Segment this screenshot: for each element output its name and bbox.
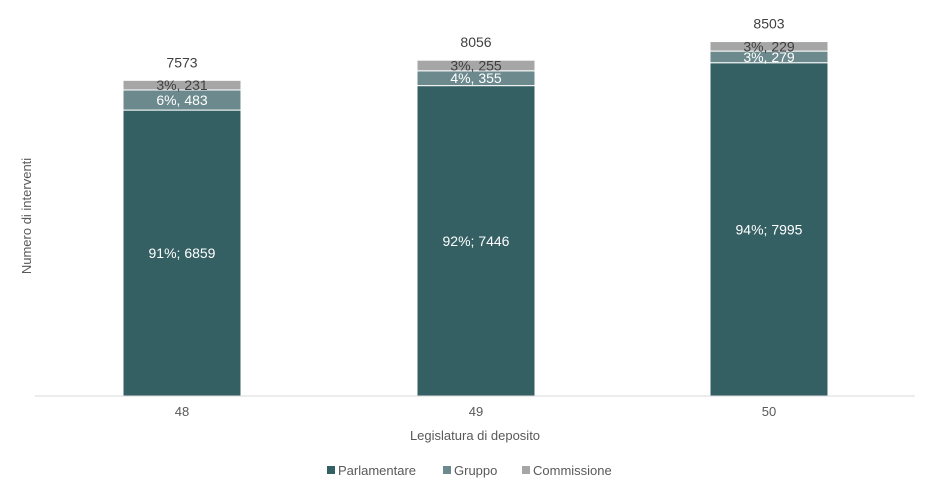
- data-label-gruppo-48: 6%, 483: [156, 92, 208, 108]
- x-tick-label-48: 48: [175, 404, 189, 419]
- total-label-49: 8056: [460, 34, 491, 50]
- x-tick-label-49: 49: [469, 404, 483, 419]
- data-label-gruppo-49: 4%, 355: [450, 70, 502, 86]
- legend-label-commissione: Commissione: [533, 463, 612, 478]
- data-label-parlamentare-49: 92%; 7446: [443, 233, 510, 249]
- x-tick-label-50: 50: [762, 404, 776, 419]
- data-label-parlamentare-48: 91%; 6859: [149, 245, 216, 261]
- legend-swatch-gruppo: [443, 466, 451, 474]
- data-label-commissione-50: 3%, 229: [743, 38, 795, 54]
- total-label-48: 7573: [166, 54, 197, 70]
- data-label-commissione-48: 3%, 231: [156, 77, 208, 93]
- bar-parlamentare-49: [416, 85, 536, 397]
- data-label-commissione-49: 3%, 255: [450, 58, 502, 74]
- legend-swatch-parlamentare: [327, 466, 335, 474]
- bar-commissione-50: [709, 41, 829, 52]
- data-label-gruppo-50: 3%, 279: [743, 49, 795, 65]
- legend-label-parlamentare: Parlamentare: [338, 463, 416, 478]
- legend-swatch-commissione: [522, 466, 530, 474]
- data-label-parlamentare-50: 94%; 7995: [736, 221, 803, 237]
- bar-parlamentare-48: [122, 109, 242, 397]
- x-axis-title: Legislatura di deposito: [410, 428, 540, 443]
- bar-commissione-48: [122, 79, 242, 91]
- legend-label-gruppo: Gruppo: [454, 463, 497, 478]
- y-axis-title: Numero di interventi: [19, 158, 34, 274]
- legend: Parlamentare Gruppo Commissione: [327, 463, 612, 478]
- bars-layer: [122, 41, 829, 397]
- total-label-50: 8503: [753, 16, 784, 32]
- bar-commissione-49: [416, 59, 536, 72]
